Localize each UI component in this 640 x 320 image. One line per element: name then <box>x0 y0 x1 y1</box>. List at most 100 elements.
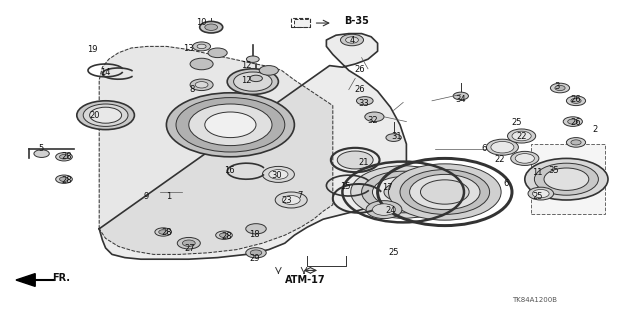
Circle shape <box>555 85 565 91</box>
Text: 5: 5 <box>38 144 44 153</box>
Circle shape <box>534 163 598 195</box>
Circle shape <box>544 168 589 190</box>
Text: 28: 28 <box>222 232 232 241</box>
Circle shape <box>532 189 549 198</box>
Text: 34: 34 <box>456 95 466 104</box>
Text: 26: 26 <box>571 118 581 127</box>
Circle shape <box>205 112 256 138</box>
Circle shape <box>34 150 49 157</box>
Text: 27: 27 <box>184 244 195 253</box>
Circle shape <box>208 48 227 58</box>
Circle shape <box>512 131 531 141</box>
Text: 26: 26 <box>571 95 581 104</box>
Text: 17: 17 <box>382 183 392 192</box>
Text: 11: 11 <box>532 168 543 177</box>
Circle shape <box>227 69 278 94</box>
Circle shape <box>525 158 608 200</box>
Circle shape <box>340 34 364 46</box>
Text: 13: 13 <box>184 44 194 53</box>
Circle shape <box>568 119 578 124</box>
Circle shape <box>566 138 586 147</box>
Text: ATM-17: ATM-17 <box>285 275 325 285</box>
Circle shape <box>246 248 266 258</box>
Text: 33: 33 <box>358 99 369 108</box>
Circle shape <box>528 187 554 200</box>
Circle shape <box>56 175 72 183</box>
Circle shape <box>205 24 218 30</box>
Text: 1: 1 <box>166 192 172 201</box>
Text: 10: 10 <box>196 18 207 27</box>
Circle shape <box>246 224 266 234</box>
Circle shape <box>159 230 168 234</box>
Circle shape <box>216 231 232 239</box>
Text: 28: 28 <box>161 228 172 237</box>
Circle shape <box>200 21 223 33</box>
Text: 2: 2 <box>592 125 597 134</box>
Bar <box>531 144 605 214</box>
Circle shape <box>262 166 294 182</box>
Text: 22: 22 <box>516 132 527 140</box>
Circle shape <box>491 141 514 153</box>
Circle shape <box>508 129 536 143</box>
Circle shape <box>250 250 262 256</box>
Text: 30: 30 <box>271 171 282 180</box>
Circle shape <box>571 140 581 145</box>
Circle shape <box>362 171 445 213</box>
Text: 25: 25 <box>512 118 522 127</box>
Text: 28: 28 <box>62 152 72 161</box>
Text: 15: 15 <box>340 182 351 191</box>
Text: 18: 18 <box>250 230 260 239</box>
Bar <box>291 18 310 27</box>
Circle shape <box>356 97 373 105</box>
Text: B-35: B-35 <box>344 16 369 27</box>
Circle shape <box>197 44 206 49</box>
Circle shape <box>177 237 200 249</box>
Text: 19: 19 <box>88 45 98 54</box>
Text: 6: 6 <box>482 144 487 153</box>
Circle shape <box>571 98 581 103</box>
Text: 24: 24 <box>385 206 396 215</box>
Circle shape <box>486 139 518 155</box>
Circle shape <box>563 117 582 126</box>
Text: 28: 28 <box>62 176 72 185</box>
Text: 31: 31 <box>392 132 402 141</box>
Text: FR.: FR. <box>52 273 70 284</box>
Text: 9: 9 <box>143 192 148 201</box>
Circle shape <box>366 201 402 219</box>
Circle shape <box>372 177 434 207</box>
Circle shape <box>259 66 278 75</box>
Circle shape <box>515 154 534 163</box>
Circle shape <box>550 83 570 93</box>
Circle shape <box>246 56 259 62</box>
Text: 25: 25 <box>532 192 543 201</box>
Circle shape <box>337 151 373 169</box>
Text: 25: 25 <box>388 248 399 257</box>
Text: 16: 16 <box>224 166 234 175</box>
Text: 26: 26 <box>355 65 365 74</box>
Text: 23: 23 <box>282 196 292 205</box>
Circle shape <box>56 153 72 161</box>
Circle shape <box>269 170 288 179</box>
Circle shape <box>182 240 195 246</box>
Text: 3: 3 <box>554 82 559 91</box>
Text: TK84A1200B: TK84A1200B <box>512 297 557 303</box>
Circle shape <box>250 75 262 82</box>
Text: 12: 12 <box>241 61 252 70</box>
Circle shape <box>566 96 586 106</box>
Bar <box>294 19 310 27</box>
Text: 35: 35 <box>548 166 559 175</box>
Text: 26: 26 <box>355 85 365 94</box>
Circle shape <box>193 42 211 51</box>
Circle shape <box>351 166 456 218</box>
Text: 4: 4 <box>349 36 355 44</box>
Text: 8: 8 <box>189 85 195 94</box>
Circle shape <box>90 107 122 123</box>
Circle shape <box>511 151 539 165</box>
Circle shape <box>372 204 396 215</box>
Circle shape <box>155 228 172 236</box>
Circle shape <box>166 93 294 157</box>
Circle shape <box>388 164 501 220</box>
Circle shape <box>220 233 228 237</box>
Circle shape <box>234 72 272 91</box>
Polygon shape <box>99 46 333 254</box>
